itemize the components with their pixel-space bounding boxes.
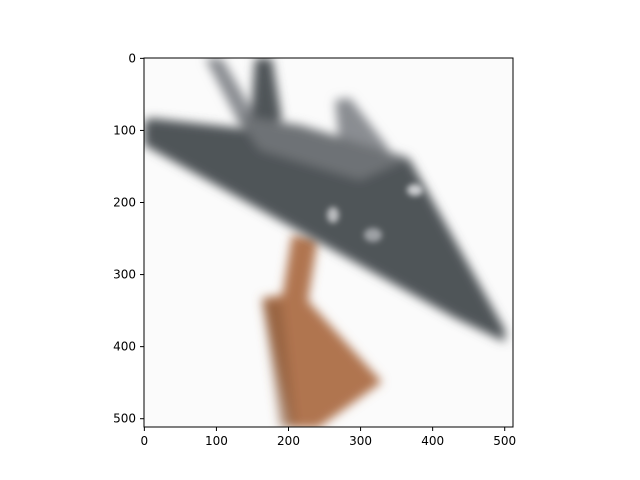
rear-fin <box>335 98 390 150</box>
display-stand <box>262 235 382 427</box>
y-tick-label: 400 <box>113 340 136 354</box>
y-tick-label: 100 <box>113 123 136 137</box>
aircraft-body <box>144 118 505 342</box>
aircraft-ridge <box>235 115 410 180</box>
y-axis-ticks: 0 100 200 300 400 500 <box>113 51 144 426</box>
y-tick-label: 500 <box>113 412 136 426</box>
stand-pole <box>282 235 318 300</box>
axes-frame <box>143 57 514 428</box>
x-axis-ticks: 0 100 200 300 400 500 <box>141 427 516 448</box>
stand-shadow <box>262 300 296 427</box>
image-area <box>144 58 513 427</box>
stealth-aircraft <box>144 58 505 342</box>
y-tick-label: 300 <box>113 268 136 282</box>
y-tick-label: 0 <box>128 51 136 65</box>
x-tick-label: 400 <box>421 434 444 448</box>
tail-fin-right <box>250 58 282 128</box>
tail-fin-left <box>205 58 258 125</box>
fuselage-highlights <box>327 184 423 242</box>
x-tick-label: 300 <box>349 434 372 448</box>
x-tick-label: 200 <box>277 434 300 448</box>
y-tick-label: 200 <box>113 196 136 210</box>
x-tick-label: 0 <box>141 434 149 448</box>
x-tick-label: 100 <box>205 434 228 448</box>
x-tick-label: 500 <box>493 434 516 448</box>
